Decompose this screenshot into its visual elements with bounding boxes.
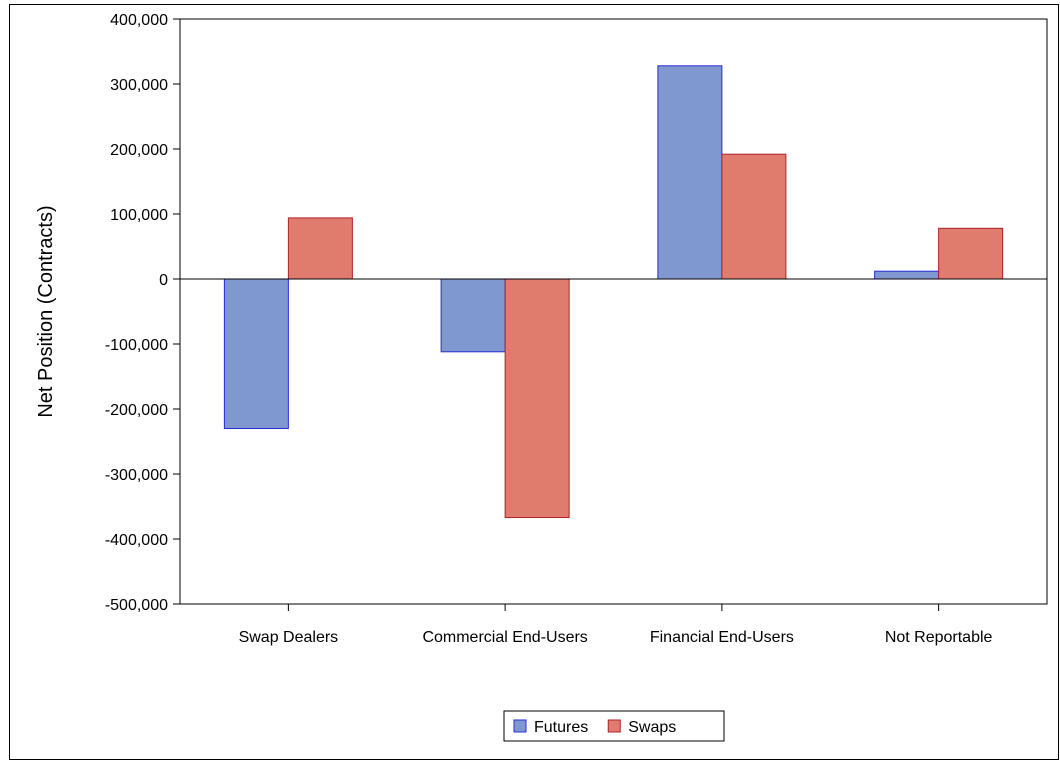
y-tick-label: 300,000 <box>110 77 168 94</box>
x-tick-label: Financial End-Users <box>650 629 794 646</box>
y-axis-title: Net Position (Contracts) <box>35 205 57 417</box>
bar-futures-swap-dealers <box>223 278 289 429</box>
x-tick-label: Swap Dealers <box>239 629 339 646</box>
bar-swaps-not-reportable <box>938 227 1004 280</box>
y-tick-label: 0 <box>159 272 168 289</box>
y-tick-label: -500,000 <box>105 597 168 614</box>
legend-swatch-futures <box>513 719 527 733</box>
legend: Futures Swaps <box>503 710 725 742</box>
y-tick-label: 400,000 <box>110 12 168 29</box>
y-tick-label: -300,000 <box>105 467 168 484</box>
legend-swatch-swaps <box>607 719 621 733</box>
bar-swaps-swap-dealers <box>287 217 353 280</box>
x-tick-label: Not Reportable <box>885 629 993 646</box>
x-tick-label: Commercial End-Users <box>422 629 587 646</box>
y-tick-label: -100,000 <box>105 337 168 354</box>
bar-futures-not-reportable <box>874 270 940 280</box>
legend-label-futures: Futures <box>534 719 588 736</box>
bar-swaps-commercial-end-users <box>504 278 570 519</box>
bar-futures-financial-end-users <box>657 65 723 280</box>
plot-area: 400,000 300,000 200,000 100,000 0 -100,000 -20… <box>105 12 1048 646</box>
y-tick-label: -200,000 <box>105 402 168 419</box>
y-tick-label: -400,000 <box>105 532 168 549</box>
plot-border <box>179 18 1048 605</box>
legend-label-swaps: Swaps <box>628 719 676 736</box>
bar-swaps-financial-end-users <box>721 153 787 280</box>
bar-futures-commercial-end-users <box>440 278 506 353</box>
y-tick-label: 200,000 <box>110 142 168 159</box>
y-tick-label: 100,000 <box>110 207 168 224</box>
